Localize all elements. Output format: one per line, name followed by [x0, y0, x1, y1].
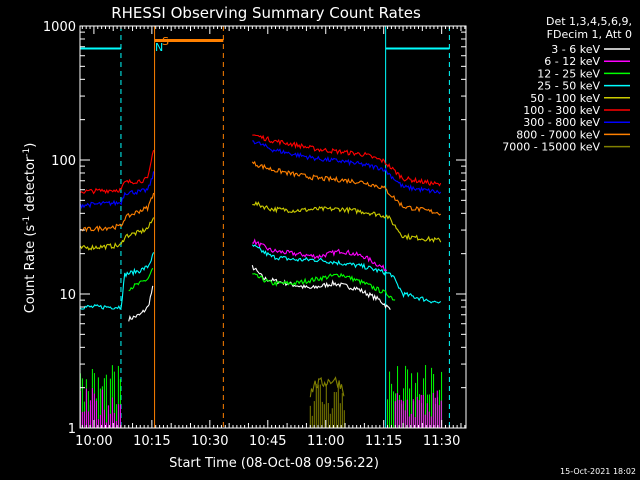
series-line [252, 140, 442, 195]
chart-title: RHESSI Observing Summary Count Rates [111, 4, 421, 22]
series-0 [128, 265, 391, 322]
series-1 [252, 238, 388, 272]
series-line [251, 244, 442, 304]
series-line [80, 252, 155, 310]
series-line [252, 238, 388, 272]
x-tick-label: 10:30 [191, 434, 228, 449]
legend-label: 100 - 300 keV [523, 104, 600, 117]
y-tick-label: 100 [51, 154, 76, 169]
series-line [79, 217, 155, 251]
annotation-s: S [162, 35, 169, 48]
series-line [128, 267, 154, 292]
legend-label: 25 - 50 keV [537, 80, 600, 93]
y-axis-label-part: Count Rate (s [23, 225, 38, 314]
y-axis-label-sup: -1 [22, 216, 32, 225]
noise-magenta-left [79, 388, 121, 428]
series-line [251, 160, 442, 216]
legend-label: 6 - 12 keV [544, 55, 600, 68]
noise-olive-mid [309, 383, 345, 428]
series-line [251, 265, 391, 310]
series-line [128, 285, 154, 322]
y-axis-label-part: ) [23, 143, 38, 148]
series-3 [80, 244, 442, 310]
y-axis-label: Count Rate (s-1 detector-1) [22, 143, 38, 314]
series-line [252, 134, 442, 187]
y-tick-label: 10 [59, 288, 76, 303]
legend-label: 300 - 800 keV [523, 116, 600, 129]
y-tick-label: 1000 [43, 20, 76, 35]
footer-date: 15-Oct-2021 18:02 [560, 467, 636, 476]
series-line [252, 272, 396, 301]
series-5 [80, 134, 442, 195]
x-tick-label: 11:30 [423, 434, 460, 449]
legend-label: 3 - 6 keV [551, 43, 600, 56]
series-line [252, 200, 442, 243]
legend-header-line: Det 1,3,4,5,6,9, [546, 15, 632, 28]
x-tick-label: 11:15 [365, 434, 402, 449]
series-6 [79, 140, 442, 209]
plot-frame [79, 25, 467, 429]
series-7 [80, 160, 442, 233]
x-axis-label: Start Time (08-Oct-08 09:56:22) [169, 456, 379, 471]
x-tick-label: 10:45 [249, 434, 286, 449]
x-tick-label: 11:00 [307, 434, 344, 449]
legend-label: 12 - 25 keV [537, 67, 600, 80]
series-line [80, 192, 155, 233]
legend-header-line: FDecim 1, Att 0 [547, 28, 632, 41]
x-tick-label: 10:15 [133, 434, 170, 449]
legend-label: 7000 - 15000 keV [502, 141, 600, 154]
legend-label: 50 - 100 keV [530, 92, 600, 105]
annotation-n: N [155, 41, 163, 54]
series-line [79, 171, 155, 209]
y-tick-label: 1 [68, 422, 76, 437]
series-2 [128, 267, 396, 301]
y-axis-label-part: detector [23, 156, 38, 216]
legend-label: 800 - 7000 keV [516, 128, 600, 141]
x-tick-label: 10:00 [75, 434, 112, 449]
series-line [80, 150, 155, 195]
series-4 [79, 200, 442, 251]
axes-layer: 10:00 10:15 10:30 10:45 11:00 11:15 11:30 1 10 10… [43, 20, 467, 449]
y-axis-label-sup: -1 [22, 148, 32, 157]
